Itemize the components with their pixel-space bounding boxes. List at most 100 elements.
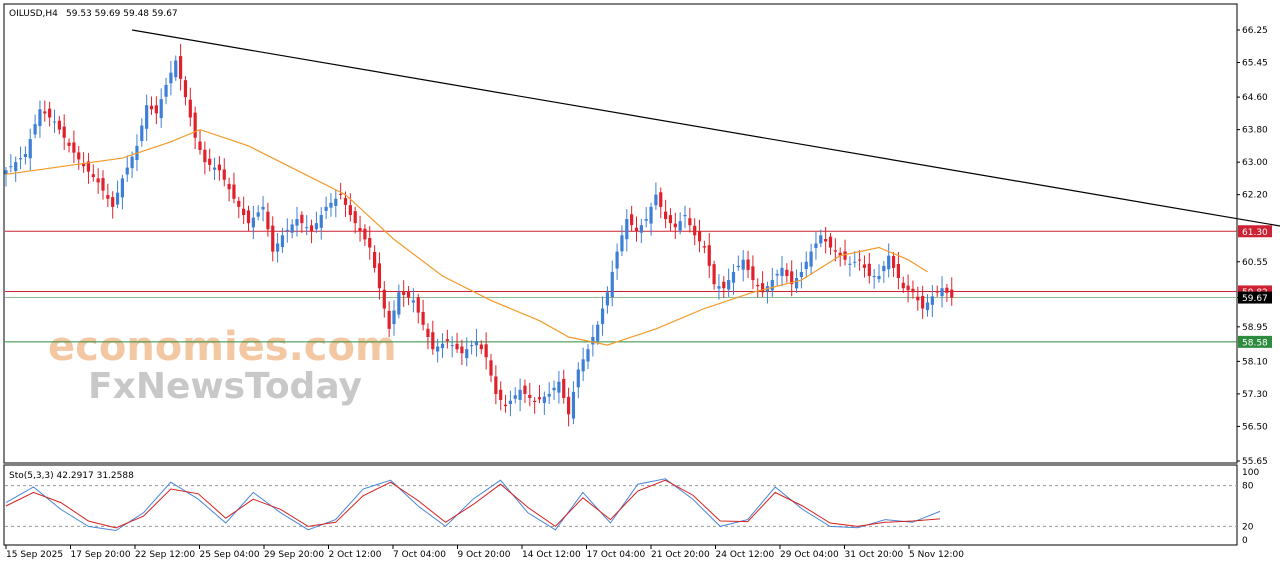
candle-body [523,385,527,394]
candle-body [891,256,896,268]
candle-body [615,251,619,269]
candle-body [896,263,900,279]
candle-body [246,210,251,224]
time-tick-label: 31 Oct 20:00 [845,550,904,560]
candle-body [266,211,270,230]
candle-body [794,278,799,289]
candle-body [853,261,857,263]
candle-body [533,400,537,403]
main-chart-frame[interactable] [3,3,1238,464]
candle-body [571,391,576,419]
candle-body [198,141,202,150]
candle-body [858,259,862,261]
candle-body [159,99,163,119]
candle-body [406,291,411,298]
time-tick-label: 17 Oct 04:00 [587,550,646,560]
moving-average-line [5,128,928,346]
candle-body [668,215,673,224]
time-tick-label: 24 Oct 12:00 [716,550,775,560]
candle-body [309,225,314,232]
price-tick-label: 58.10 [1242,357,1268,367]
candle-body [625,219,629,240]
level-label-61.30: 61.30 [1242,228,1268,238]
level-tag-58.58 [1238,335,1272,348]
time-tick-label: 2 Oct 12:00 [329,550,382,560]
candle-body [237,200,241,207]
candle-body [431,332,435,350]
candle-body [824,239,828,242]
candle-body [280,235,285,248]
candle-body [52,121,57,123]
price-tick-label: 63.80 [1242,126,1268,136]
candle-body [174,60,178,78]
candle-body [72,142,76,153]
stochastic-layer [5,478,1237,532]
candle-body [387,310,391,329]
candle-body [421,312,425,325]
candle-body [799,271,803,278]
candle-body [242,208,246,216]
candle-body [4,170,8,175]
candle-body [164,84,168,97]
stochastic-tick-label: 80 [1242,482,1254,492]
time-tick-label: 22 Sep 12:00 [135,550,195,560]
price-tick-label: 63.00 [1242,158,1268,168]
candle-body [33,124,37,135]
candle-body [921,295,925,309]
candle-body [513,395,517,399]
candle-body [654,194,658,206]
candle-body [67,142,71,146]
candle-body [537,397,542,400]
watermark-fxnewstoday: FxNewsToday [88,366,362,407]
candle-body [649,206,653,224]
stochastic-frame[interactable] [3,464,1238,546]
candle-body [38,109,42,127]
candle-body [348,205,352,216]
candle-body [848,263,852,265]
candle-body [363,228,367,240]
candle-body [353,211,357,224]
candle-body [339,193,343,195]
candle-body [596,324,600,342]
candle-body [368,238,372,248]
candle-body [440,343,445,349]
candle-body [450,345,454,347]
candle-body [276,243,280,252]
candle-body [736,265,740,268]
last-price-label: 59.67 [1242,294,1268,304]
candle-body [722,281,726,289]
candle-body [460,346,464,354]
candle-body [775,273,779,276]
price-layer [4,29,1280,427]
candle-body [154,105,158,114]
candle-body [48,108,52,118]
candle-body [436,346,440,352]
candle-body [833,250,837,252]
candle-body [329,202,333,208]
candle-body [639,225,643,233]
candle-body [731,271,736,283]
candle-body [373,251,377,268]
candle-body [319,215,323,228]
candle-body [683,215,687,217]
candle-body [911,288,915,293]
candle-body [659,192,663,207]
candle-body [761,283,765,293]
candle-body [77,152,81,160]
candle-body [673,223,677,228]
candle-body [392,310,396,325]
candle-body [751,266,755,281]
candle-body [872,275,876,277]
candle-body [343,198,348,205]
stochastic-tick-label: 100 [1242,468,1259,478]
candle-body [222,169,226,180]
candle-body [567,396,571,415]
candle-body [916,296,920,301]
candle-body [28,139,32,159]
time-tick-label: 17 Sep 20:00 [71,550,131,560]
candle-body [770,280,774,291]
candle-body [43,111,47,114]
candle-body [91,174,95,178]
candle-body [600,308,605,325]
